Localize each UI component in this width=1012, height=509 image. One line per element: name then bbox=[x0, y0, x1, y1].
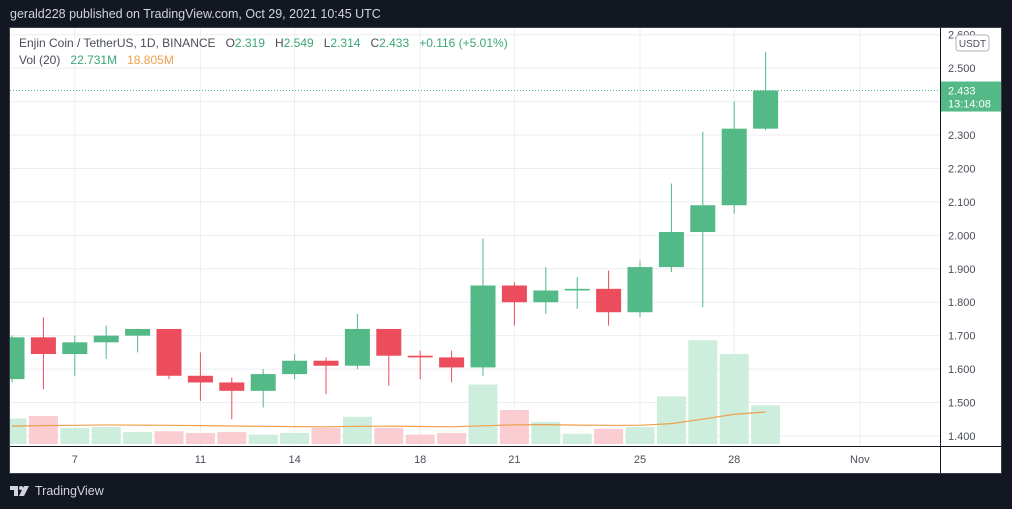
candle-body bbox=[376, 328, 402, 356]
price-tick-label: 2.000 bbox=[948, 230, 976, 242]
candle-body bbox=[344, 328, 370, 366]
chart-legend: Enjin Coin / TetherUS, 1D, BINANCE O2.31… bbox=[19, 35, 508, 69]
change-value: +0.116 (+5.01%) bbox=[419, 36, 508, 50]
low-label: L bbox=[323, 36, 331, 50]
high-label: H bbox=[274, 36, 284, 50]
low-value: 2.314 bbox=[330, 36, 361, 50]
candle-body bbox=[564, 288, 590, 291]
candle-body bbox=[30, 337, 56, 355]
footer-brand-label: TradingView bbox=[35, 484, 104, 498]
close-value: 2.433 bbox=[379, 36, 410, 50]
volume-bar bbox=[280, 432, 310, 444]
volume-ma-line bbox=[11, 411, 766, 428]
last-price-tag bbox=[941, 81, 1001, 112]
ohlc-legend-row: Enjin Coin / TetherUS, 1D, BINANCE O2.31… bbox=[19, 35, 508, 52]
price-tick-label: 2.300 bbox=[948, 130, 976, 142]
chart-frame[interactable]: 2.6002.5002.4002.3002.2002.1002.0001.900… bbox=[9, 27, 1002, 474]
candle-body bbox=[439, 357, 465, 368]
candle-body bbox=[10, 337, 25, 380]
price-tick-label: 2.500 bbox=[948, 63, 976, 75]
candle-body bbox=[470, 285, 496, 368]
volume-bar bbox=[154, 431, 184, 444]
volume-bar bbox=[437, 432, 467, 444]
volume-bar bbox=[625, 427, 655, 444]
candle-body bbox=[533, 290, 559, 303]
volume-bar bbox=[185, 432, 215, 444]
candle-body bbox=[627, 267, 653, 313]
volume-legend-row: Vol (20) 22.731M 18.805M bbox=[19, 52, 508, 69]
volume-ma-value: 18.805M bbox=[127, 53, 174, 67]
price-tick-label: 2.100 bbox=[948, 197, 976, 209]
price-tick-label: 2.200 bbox=[948, 163, 976, 175]
footer-brand[interactable]: TradingView bbox=[10, 484, 104, 498]
candle-body bbox=[219, 382, 245, 391]
volume-bar bbox=[719, 353, 749, 444]
price-tick-label: 1.900 bbox=[948, 264, 976, 276]
candle-body bbox=[753, 90, 779, 129]
price-tick-label: 1.700 bbox=[948, 331, 976, 343]
price-tick-label: 1.800 bbox=[948, 297, 976, 309]
candle-body bbox=[407, 355, 433, 358]
candle-body bbox=[658, 231, 684, 268]
volume-bar bbox=[10, 418, 27, 444]
high-value: 2.549 bbox=[283, 36, 314, 50]
candle-body bbox=[125, 328, 151, 336]
volume-bar bbox=[342, 416, 372, 444]
volume-bar bbox=[217, 432, 247, 444]
volume-bar bbox=[248, 434, 278, 444]
volume-value: 22.731M bbox=[70, 53, 118, 67]
time-tick-label: Nov bbox=[850, 454, 870, 466]
open-value: 2.319 bbox=[234, 36, 265, 50]
time-tick-label: 25 bbox=[634, 454, 646, 466]
candle-body bbox=[721, 128, 747, 206]
candle-body bbox=[313, 360, 339, 366]
publish-info: gerald228 published on TradingView.com, … bbox=[10, 7, 381, 21]
chart-background bbox=[10, 28, 1001, 473]
candle-body bbox=[501, 285, 527, 303]
volume-bar bbox=[91, 427, 121, 444]
last-price-label: 2.433 bbox=[948, 86, 976, 98]
volume-bar bbox=[594, 428, 624, 444]
volume-bar bbox=[311, 427, 341, 444]
candle-body bbox=[62, 342, 88, 355]
tradingview-logo-icon bbox=[10, 485, 30, 497]
volume-bar bbox=[60, 427, 90, 444]
price-tick-label: 1.400 bbox=[948, 431, 976, 443]
currency-badge bbox=[955, 34, 990, 52]
candle-body bbox=[596, 288, 622, 313]
volume-bar bbox=[405, 434, 435, 444]
currency-badge-label: USDT bbox=[959, 39, 986, 50]
open-label: O bbox=[225, 36, 235, 50]
volume-bar bbox=[562, 433, 592, 444]
volume-bar bbox=[468, 384, 498, 444]
price-tick-label: 1.500 bbox=[948, 398, 976, 410]
volume-bar bbox=[499, 410, 529, 444]
volume-bar bbox=[656, 396, 686, 444]
volume-label[interactable]: Vol (20) bbox=[19, 53, 61, 67]
countdown-label: 13:14:08 bbox=[948, 99, 991, 111]
time-tick-label: 11 bbox=[195, 454, 206, 466]
candle-body bbox=[156, 328, 182, 376]
time-tick-label: 21 bbox=[508, 454, 520, 466]
volume-bar bbox=[751, 405, 781, 444]
price-tick-label: 1.600 bbox=[948, 364, 976, 376]
volume-bar bbox=[28, 415, 58, 444]
candle-body bbox=[250, 374, 276, 391]
candle-body bbox=[282, 360, 308, 375]
candle-body bbox=[93, 335, 119, 343]
time-tick-label: 7 bbox=[72, 454, 78, 466]
candle-body bbox=[187, 375, 213, 383]
volume-bar bbox=[688, 340, 718, 444]
time-tick-label: 14 bbox=[288, 454, 300, 466]
price-chart[interactable]: 2.6002.5002.4002.3002.2002.1002.0001.900… bbox=[10, 28, 1002, 474]
time-tick-label: 18 bbox=[414, 454, 426, 466]
time-tick-label: 28 bbox=[728, 454, 740, 466]
volume-bar bbox=[531, 421, 561, 444]
volume-bar bbox=[374, 427, 404, 444]
candle-body bbox=[690, 205, 716, 232]
volume-bar bbox=[123, 432, 153, 444]
close-label: C bbox=[370, 36, 380, 50]
symbol-title[interactable]: Enjin Coin / TetherUS, 1D, BINANCE bbox=[19, 36, 216, 50]
